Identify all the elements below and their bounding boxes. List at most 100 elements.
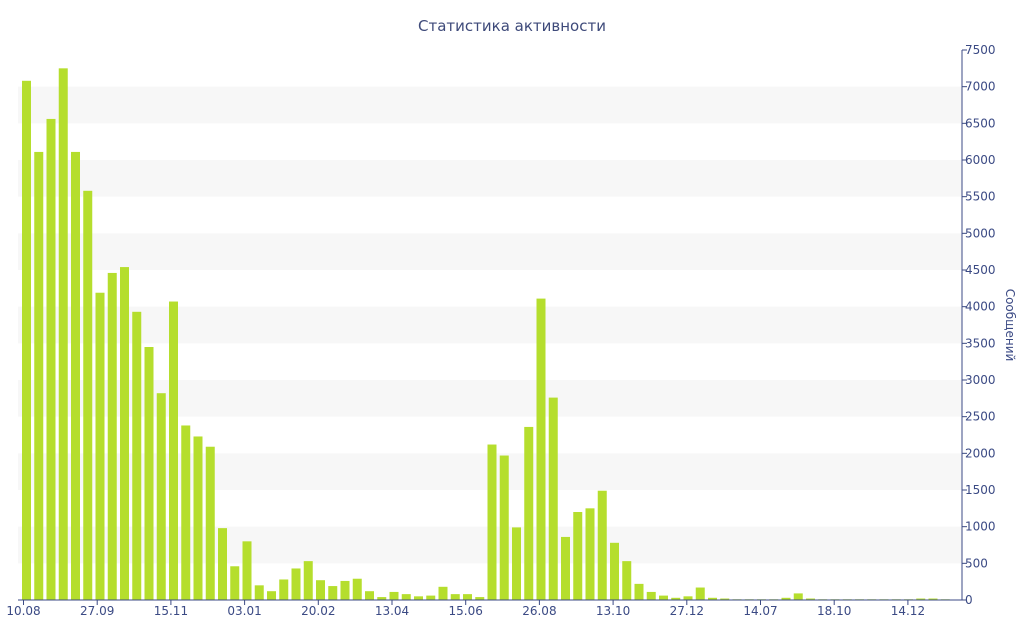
bar [401, 594, 411, 600]
bar [267, 591, 276, 600]
bar [634, 583, 644, 600]
bar [144, 347, 154, 600]
bar [928, 598, 938, 600]
x-tick-label: 10.08 [6, 604, 40, 618]
bar [316, 580, 325, 600]
bar [193, 436, 203, 600]
bar [806, 598, 815, 600]
bar [107, 272, 117, 600]
bar [34, 151, 44, 600]
bar [156, 393, 166, 600]
bar [708, 597, 717, 600]
bar [720, 598, 730, 600]
bar [512, 527, 521, 600]
x-tick-label: 15.06 [449, 604, 483, 618]
y-tick-label: 0 [965, 593, 973, 607]
bar [414, 596, 423, 600]
bar [279, 579, 289, 600]
x-tick-label: 27.09 [80, 604, 114, 618]
bar [781, 597, 791, 600]
x-tick-label: 15.11 [154, 604, 188, 618]
y-tick-label: 6500 [965, 116, 996, 130]
bar [463, 594, 472, 600]
grid-bands [18, 86, 962, 564]
bar [536, 298, 546, 600]
bar [695, 587, 705, 600]
bar [426, 595, 436, 600]
bar [573, 512, 583, 600]
bar [524, 426, 534, 600]
y-tick-label: 4000 [965, 300, 996, 314]
grid-band [18, 233, 962, 270]
grid-band [18, 306, 962, 344]
y-axis-label: Сообщений [1003, 289, 1017, 362]
y-tick-label: 5000 [965, 226, 996, 240]
bar [585, 508, 595, 600]
bar [120, 267, 129, 600]
y-tick-label: 6000 [965, 153, 996, 167]
bar [793, 593, 803, 600]
bars-group [22, 68, 950, 601]
y-tick-label: 3500 [965, 336, 996, 350]
bar [71, 151, 80, 600]
bar [548, 397, 558, 600]
grid-band [18, 160, 962, 197]
bar [683, 596, 693, 600]
x-tick-label: 13.10 [596, 604, 630, 618]
bar [389, 591, 399, 600]
y-tick-label: 5500 [965, 190, 996, 204]
x-tick-label: 14.12 [891, 604, 925, 618]
y-tick-label: 7000 [965, 80, 996, 94]
y-tick-label: 3000 [965, 373, 996, 387]
bar [291, 568, 301, 600]
x-tick-label: 13.04 [375, 604, 409, 618]
bar [254, 585, 264, 600]
bar [916, 598, 926, 600]
bar [242, 541, 252, 600]
bar [377, 597, 387, 600]
x-tick-label: 26.08 [522, 604, 556, 618]
bar [95, 292, 105, 600]
y-tick-label: 2500 [965, 410, 996, 424]
bar [46, 118, 56, 601]
bar [597, 490, 607, 600]
bar [83, 190, 93, 601]
bar [622, 561, 632, 600]
bar [169, 301, 178, 600]
y-tick-label: 1000 [965, 520, 996, 534]
y-tick-label: 500 [965, 556, 988, 570]
bar [561, 536, 570, 600]
bar [475, 597, 485, 600]
bar [303, 561, 313, 600]
y-tick-label: 7500 [965, 43, 996, 57]
y-tick-label: 1500 [965, 483, 996, 497]
y-tick-label: 2000 [965, 446, 996, 460]
y-tick-label: 4500 [965, 263, 996, 277]
bar [438, 586, 448, 600]
bar [646, 591, 656, 600]
bar [58, 68, 68, 600]
x-tick-label: 20.02 [301, 604, 335, 618]
x-tick-label: 14.07 [743, 604, 777, 618]
y-axis-ticks: 0 500 1000 1500 2000 2500 3000 3500 4000 4500 5000… [962, 43, 996, 607]
x-tick-label: 18.10 [817, 604, 851, 618]
bar [230, 566, 240, 600]
bar [181, 425, 191, 600]
x-axis-ticks: 10.08 27.09 15.11 03.01 20.02 13.04 15.06 26.08… [6, 600, 925, 618]
x-tick-label: 27.12 [670, 604, 704, 618]
bar [450, 594, 460, 600]
bar [610, 542, 619, 600]
grid-band [18, 86, 962, 124]
bar [487, 444, 497, 600]
bar [352, 578, 362, 600]
chart-title: Статистика активности [418, 17, 606, 35]
bar [671, 597, 681, 600]
bar [22, 80, 31, 601]
bar [499, 455, 509, 600]
bar [218, 528, 227, 600]
bar [365, 591, 374, 600]
x-tick-label: 03.01 [227, 604, 261, 618]
bar [132, 311, 142, 600]
